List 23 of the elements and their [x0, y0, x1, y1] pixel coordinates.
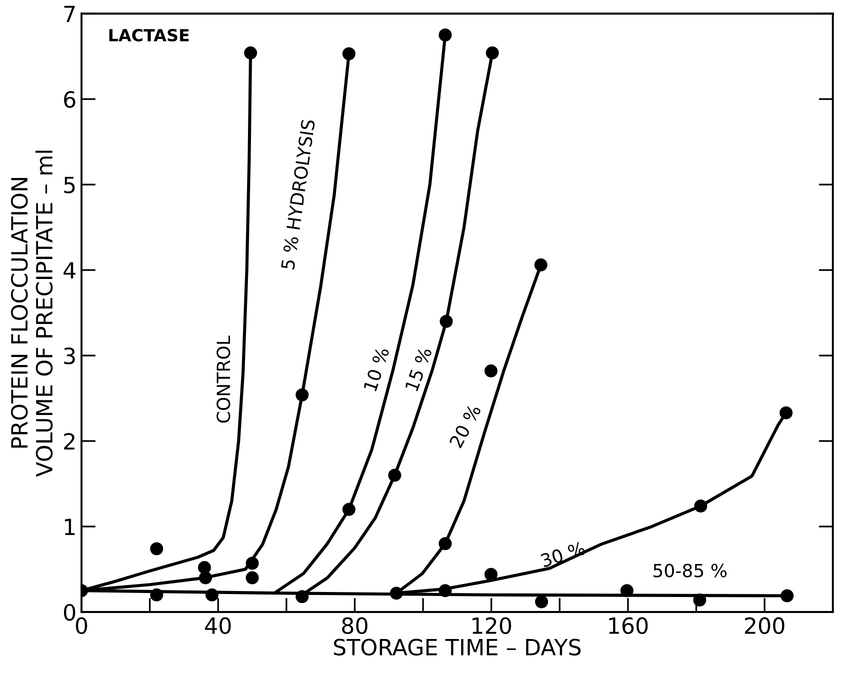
x-axis-title: STORAGE TIME – DAYS — [334, 638, 581, 656]
series-label: 50-85 % — [654, 564, 727, 578]
text: 5 % HYDROLYSIS — [280, 119, 316, 270]
text: 10 % — [363, 346, 390, 392]
y-tick-label: 2 — [64, 432, 74, 450]
y-tick-label: 1 — [64, 518, 75, 535]
x-tick-label: 160 — [609, 617, 648, 634]
x-tick-label: 80 — [342, 617, 368, 634]
y-tick-label: 0 — [64, 604, 76, 621]
y-axis-title: PROTEIN FLOCCULATION VOLUME OF PRECIPITATE – ml — [10, 150, 53, 477]
y-tick-label: 5 — [64, 176, 75, 194]
y-tick-label: 6 — [64, 91, 76, 108]
x-tick-label: 0 — [76, 617, 88, 634]
x-tick-label: 120 — [472, 617, 512, 634]
text: LACTASE — [109, 28, 189, 42]
y-tick-label: 4 — [64, 262, 76, 278]
y-tick-label: 7 — [64, 6, 75, 22]
text: CONTROL — [216, 336, 230, 423]
x-tick-label: 200 — [744, 617, 784, 634]
y-tick-label: 3 — [64, 347, 75, 364]
text: 15 % — [404, 346, 432, 392]
text: 20 % — [448, 404, 482, 448]
x-tick-label: 40 — [205, 617, 231, 634]
